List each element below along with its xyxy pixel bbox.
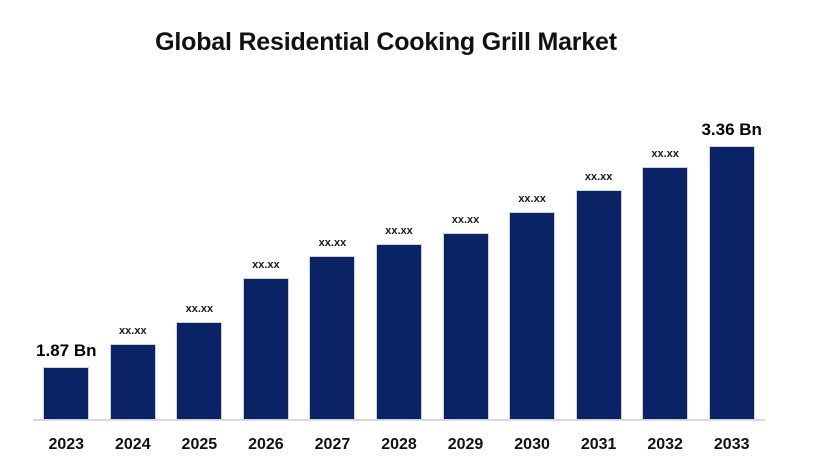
bar-value-label-2026: xx.xx — [252, 258, 280, 271]
bar-2024 — [109, 344, 156, 420]
bar-value-label-2029: xx.xx — [451, 213, 480, 226]
x-axis-label-2033: 2033 — [713, 436, 750, 453]
bar-value-label-2024: xx.xx — [119, 324, 147, 337]
bar-value-label-2028: xx.xx — [385, 224, 413, 237]
bar-value-label-2023: 1.87 Bn — [36, 341, 97, 361]
x-axis-label-2023: 2023 — [48, 436, 85, 453]
x-axis-label-2026: 2026 — [248, 436, 284, 453]
bar-group-2024: xx.xx — [100, 325, 167, 420]
x-axis-label-2028: 2028 — [381, 436, 417, 453]
bar-value-label-2027: xx.xx — [318, 236, 347, 249]
bar-2026 — [242, 278, 289, 420]
bar-value-label-2031: xx.xx — [584, 170, 613, 183]
bar-2032 — [642, 167, 689, 420]
bar-group-2025: xx.xx — [166, 303, 233, 420]
chart-title: Global Residential Cooking Grill Market — [155, 28, 617, 56]
x-axis-label-2024: 2024 — [115, 436, 151, 453]
bar-group-2023: 1.87 Bn — [33, 342, 100, 420]
bar-2025 — [176, 322, 223, 420]
bar-group-2031: xx.xx — [565, 171, 632, 420]
x-axis-label-2025: 2025 — [181, 436, 218, 453]
x-axis-label-2030: 2030 — [514, 436, 550, 453]
bar-2033 — [708, 146, 755, 420]
bar-group-2032: xx.xx — [632, 148, 699, 420]
bar-value-label-2032: xx.xx — [651, 147, 679, 160]
bar-group-2030: xx.xx — [499, 193, 566, 420]
bar-group-2029: xx.xx — [432, 214, 499, 420]
bar-value-label-2033: 3.36 Bn — [701, 120, 762, 140]
bar-group-2028: xx.xx — [366, 225, 433, 420]
bar-2031 — [575, 190, 622, 420]
x-axis-line — [33, 419, 765, 421]
x-axis-label-2027: 2027 — [314, 436, 351, 453]
bar-group-2026: xx.xx — [233, 259, 300, 420]
x-axis-label-2032: 2032 — [647, 436, 683, 453]
bar-group-2033: 3.36 Bn — [698, 121, 765, 420]
x-axis-label-2031: 2031 — [580, 436, 617, 453]
bar-2023 — [43, 367, 90, 420]
x-axis-label-2029: 2029 — [447, 436, 484, 453]
bar-value-label-2030: xx.xx — [518, 192, 546, 205]
bar-2030 — [509, 212, 556, 420]
bar-2028 — [375, 244, 422, 420]
bar-2029 — [442, 233, 489, 420]
bar-value-label-2025: xx.xx — [185, 302, 214, 315]
bar-2027 — [309, 256, 356, 420]
bar-group-2027: xx.xx — [299, 237, 366, 420]
